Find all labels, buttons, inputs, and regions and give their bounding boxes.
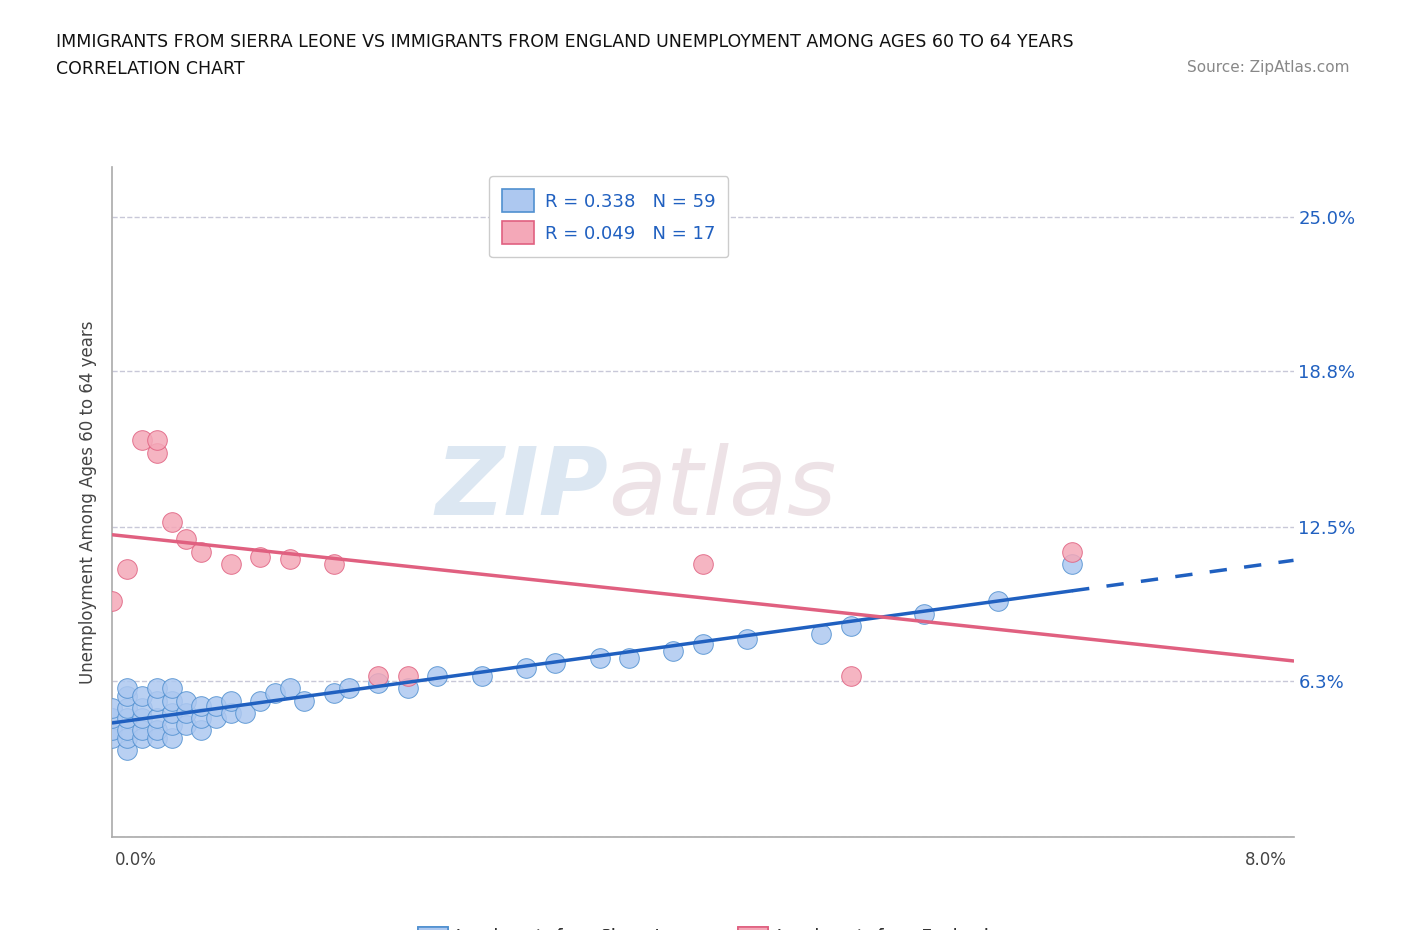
Point [174, 693, 197, 708]
Point [117, 743, 138, 758]
Point [146, 711, 169, 725]
Point [117, 681, 138, 696]
Point [233, 706, 256, 721]
Text: CORRELATION CHART: CORRELATION CHART [56, 60, 245, 78]
Point [219, 557, 242, 572]
Point [839, 669, 862, 684]
Text: 0.0%: 0.0% [115, 851, 157, 869]
Point [131, 688, 153, 703]
Y-axis label: Unemployment Among Ages 60 to 64 years: Unemployment Among Ages 60 to 64 years [79, 321, 97, 684]
Point [117, 723, 138, 737]
Point [160, 706, 183, 721]
Point [1062, 557, 1084, 572]
Text: Source: ZipAtlas.com: Source: ZipAtlas.com [1187, 60, 1350, 75]
Point [131, 700, 153, 715]
Point [131, 723, 153, 737]
Text: IMMIGRANTS FROM SIERRA LEONE VS IMMIGRANTS FROM ENGLAND UNEMPLOYMENT AMONG AGES : IMMIGRANTS FROM SIERRA LEONE VS IMMIGRAN… [56, 33, 1074, 50]
Point [131, 432, 153, 447]
Point [737, 631, 759, 646]
Legend: Immigrants from Sierra Leone, Immigrants from England: Immigrants from Sierra Leone, Immigrants… [409, 919, 997, 930]
Text: ZIP: ZIP [436, 443, 609, 535]
Point [205, 698, 228, 713]
Point [131, 730, 153, 745]
Point [101, 711, 124, 725]
Point [219, 693, 242, 708]
Point [117, 711, 138, 725]
Point [337, 681, 360, 696]
Point [117, 688, 138, 703]
Point [160, 718, 183, 733]
Point [249, 550, 271, 565]
Point [219, 706, 242, 721]
Point [426, 669, 449, 684]
Point [160, 730, 183, 745]
Point [101, 730, 124, 745]
Point [205, 711, 228, 725]
Point [367, 676, 389, 691]
Point [692, 557, 714, 572]
Point [619, 651, 641, 666]
Point [249, 693, 271, 708]
Point [146, 693, 169, 708]
Point [146, 432, 169, 447]
Point [146, 730, 169, 745]
Point [174, 706, 197, 721]
Point [278, 681, 301, 696]
Point [174, 718, 197, 733]
Point [146, 445, 169, 460]
Point [471, 669, 494, 684]
Point [160, 681, 183, 696]
Point [914, 606, 936, 621]
Point [292, 693, 315, 708]
Point [323, 557, 346, 572]
Text: 8.0%: 8.0% [1244, 851, 1286, 869]
Point [190, 711, 212, 725]
Point [515, 661, 537, 676]
Point [810, 626, 832, 641]
Point [544, 656, 567, 671]
Point [662, 644, 685, 658]
Point [987, 594, 1010, 609]
Point [160, 514, 183, 529]
Text: atlas: atlas [609, 444, 837, 535]
Point [160, 693, 183, 708]
Point [131, 711, 153, 725]
Point [146, 723, 169, 737]
Point [146, 681, 169, 696]
Point [117, 730, 138, 745]
Point [190, 698, 212, 713]
Point [190, 723, 212, 737]
Point [323, 685, 346, 700]
Point [588, 651, 610, 666]
Point [117, 700, 138, 715]
Point [278, 551, 301, 566]
Point [101, 700, 124, 715]
Point [396, 681, 419, 696]
Point [839, 618, 862, 633]
Point [174, 532, 197, 547]
Point [190, 544, 212, 559]
Point [367, 669, 389, 684]
Point [101, 594, 124, 609]
Point [396, 669, 419, 684]
Point [1062, 544, 1084, 559]
Point [101, 723, 124, 737]
Point [117, 562, 138, 577]
Point [692, 636, 714, 651]
Point [264, 685, 287, 700]
